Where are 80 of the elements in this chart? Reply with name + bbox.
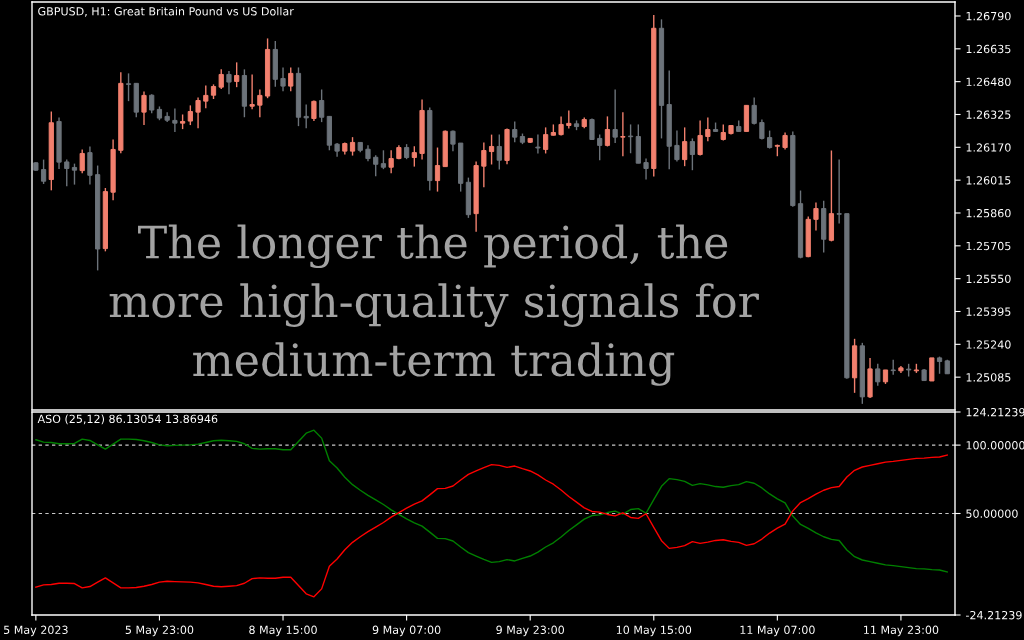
y-tick-label: 1.25860 [966, 208, 1011, 218]
candlestick [79, 148, 85, 174]
candlestick [280, 66, 286, 92]
candlestick [141, 90, 147, 126]
candlestick [373, 154, 379, 177]
y-tick-label: 1.25705 [966, 241, 1011, 251]
candlestick [87, 145, 93, 186]
candlestick [689, 137, 695, 171]
y-tick-label: 1.25395 [966, 307, 1011, 316]
y-tick-label: 50.00000 [966, 509, 1018, 518]
candlestick [875, 363, 881, 387]
candlestick [512, 120, 518, 143]
y-tick-label: 1.26170 [966, 143, 1011, 152]
candlestick [496, 133, 502, 171]
annotation: The longer the period, the more high-quality signals for medium-term trading [109, 224, 759, 386]
y-tick-label: 1.25085 [966, 373, 1011, 382]
candlestick [535, 133, 541, 155]
candlestick [71, 162, 78, 186]
candlestick [767, 129, 773, 150]
candlestick [319, 88, 325, 123]
candlestick [566, 109, 572, 130]
y-tick-label: 1.26015 [966, 176, 1011, 185]
y-tick-label: 1.25550 [966, 274, 1011, 284]
candlestick [481, 141, 487, 188]
candlestick [751, 96, 757, 126]
candlestick [597, 133, 603, 161]
candlestick [125, 72, 132, 102]
candlestick [682, 126, 688, 167]
candlestick [195, 96, 201, 129]
candlestick [643, 157, 649, 181]
candlestick [697, 119, 703, 157]
y-tick-label: 1.26635 [966, 44, 1011, 54]
candlestick [349, 136, 356, 157]
x-tick-label: 5 May 2023 [4, 625, 68, 637]
candlestick [388, 149, 394, 174]
candlestick [172, 107, 178, 133]
line-series [35, 454, 948, 598]
candlestick [620, 111, 626, 157]
x-tick-label: 8 May 15:00 [249, 625, 317, 637]
candlestick [380, 149, 387, 170]
candlestick [203, 84, 209, 109]
candlestick [249, 73, 255, 110]
candlestick [836, 158, 842, 225]
x-tick-label: 10 May 15:00 [616, 625, 692, 637]
y-tick-label: 1.26480 [966, 77, 1011, 87]
candlestick [627, 123, 634, 154]
candlestick [64, 158, 70, 187]
candlestick [218, 68, 224, 90]
candlestick [288, 66, 294, 92]
candlestick [705, 116, 711, 142]
y-tick-label: 100.00000 [966, 441, 1024, 450]
candlestick [434, 146, 441, 193]
candlestick [612, 88, 618, 144]
chart-title: GBPUSD, H1: Great Britain Pound vs US Dollar [38, 6, 294, 17]
x-tick-label: 11 May 07:00 [740, 625, 815, 637]
candlestick [813, 201, 819, 232]
candlestick [674, 129, 680, 163]
chart-title: ASO (25,12) 86.13054 13.86946 [37, 414, 218, 425]
x-tick-label: 11 May 23:00 [864, 625, 939, 637]
candlestick [411, 145, 417, 168]
candlestick [929, 357, 935, 382]
candlestick [488, 133, 495, 166]
candlestick [543, 126, 549, 155]
y-tick-label: 124.21239 [966, 407, 1024, 417]
candlestick [303, 103, 309, 129]
candlestick [604, 115, 611, 148]
x-tick-label: 9 May 23:00 [496, 625, 565, 637]
y-tick-label: 1.25240 [966, 340, 1011, 349]
x-tick-label: 5 May 23:00 [125, 625, 194, 637]
x-tick-label: 9 May 07:00 [372, 625, 441, 637]
candlestick [234, 61, 240, 88]
candlestick [40, 158, 47, 185]
candlestick [226, 70, 232, 95]
candlestick [149, 93, 155, 114]
line-series [35, 429, 948, 573]
y-tick-label: 1.26325 [966, 110, 1011, 119]
candlestick [187, 104, 193, 126]
y-tick-label: 1.26790 [966, 11, 1011, 21]
candlestick [257, 88, 263, 118]
y-tick-label: -24.21239 [965, 610, 1022, 620]
